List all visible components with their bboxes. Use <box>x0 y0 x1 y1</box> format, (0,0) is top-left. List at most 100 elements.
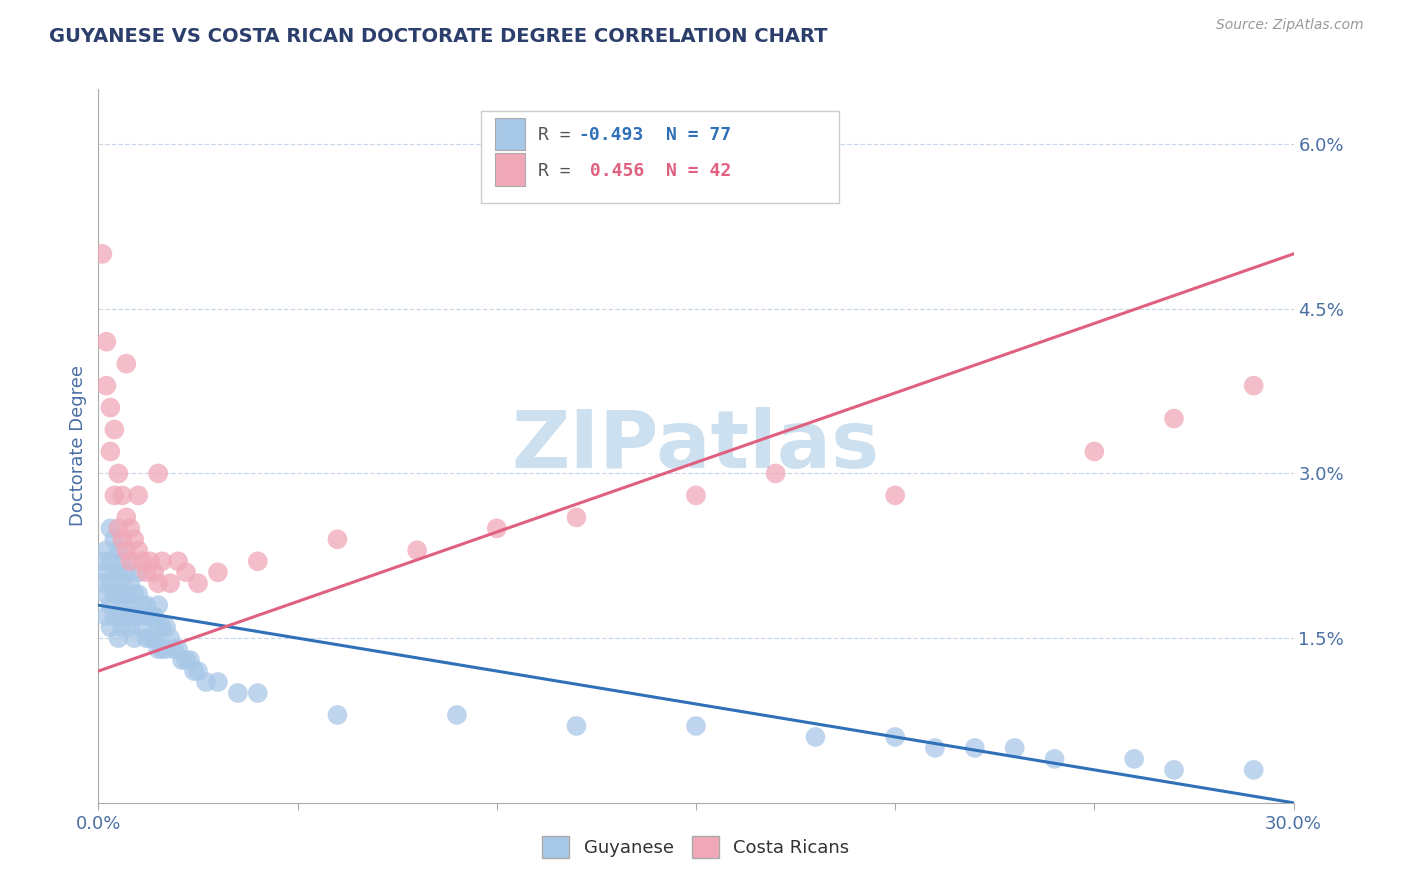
Point <box>174 653 197 667</box>
Point <box>148 642 170 657</box>
Point <box>1243 763 1265 777</box>
Point <box>120 521 142 535</box>
Point <box>183 664 205 678</box>
Point <box>924 740 946 755</box>
Point <box>96 587 118 601</box>
Point <box>111 533 134 547</box>
Point <box>1243 378 1265 392</box>
Point <box>143 609 166 624</box>
Text: 0.456: 0.456 <box>579 162 644 180</box>
Point <box>143 566 166 580</box>
Point <box>111 554 134 568</box>
Point <box>765 467 787 481</box>
Point <box>111 620 134 634</box>
Point <box>115 510 138 524</box>
Point <box>98 401 122 415</box>
Point <box>159 576 181 591</box>
Point <box>963 740 986 755</box>
Point <box>107 467 129 481</box>
Point <box>103 488 125 502</box>
Point <box>120 620 142 634</box>
Point <box>246 554 269 568</box>
Point <box>127 488 149 502</box>
Point <box>103 587 125 601</box>
Point <box>187 664 209 678</box>
Point <box>139 631 162 645</box>
Bar <box>495 153 524 186</box>
Point <box>103 423 125 437</box>
Point <box>326 708 349 723</box>
Point <box>148 467 170 481</box>
Point <box>159 631 181 645</box>
Text: -0.493: -0.493 <box>579 127 644 145</box>
Point <box>446 708 468 723</box>
Point <box>115 566 138 580</box>
Point <box>207 675 229 690</box>
Point <box>107 587 129 601</box>
Point <box>98 620 122 634</box>
Point <box>150 620 173 634</box>
Point <box>163 642 186 657</box>
Point <box>131 598 153 612</box>
Point <box>111 576 134 591</box>
Bar <box>495 118 524 150</box>
Point <box>91 247 114 261</box>
Point <box>124 533 146 547</box>
Point <box>131 620 153 634</box>
Point <box>135 598 157 612</box>
Point <box>96 609 118 624</box>
Point <box>124 609 146 624</box>
Point <box>187 576 209 591</box>
Point <box>195 675 218 690</box>
Point <box>1163 411 1185 425</box>
Point <box>131 554 153 568</box>
Point <box>1083 444 1105 458</box>
Point <box>115 543 138 558</box>
Point <box>124 587 146 601</box>
Point <box>155 620 177 634</box>
Point <box>148 598 170 612</box>
Legend: Guyanese, Costa Ricans: Guyanese, Costa Ricans <box>536 829 856 865</box>
Point <box>103 609 125 624</box>
Point <box>103 566 125 580</box>
Point <box>96 334 118 349</box>
Point <box>155 642 177 657</box>
Point <box>107 609 129 624</box>
Point <box>207 566 229 580</box>
Point <box>91 554 114 568</box>
Point <box>1004 740 1026 755</box>
Point <box>120 598 142 612</box>
Point <box>107 543 129 558</box>
Point <box>115 587 138 601</box>
Point <box>179 653 201 667</box>
Text: N = 77: N = 77 <box>666 127 731 145</box>
Point <box>167 642 190 657</box>
Y-axis label: Doctorate Degree: Doctorate Degree <box>69 366 87 526</box>
Point <box>1123 752 1146 766</box>
Text: GUYANESE VS COSTA RICAN DOCTORATE DEGREE CORRELATION CHART: GUYANESE VS COSTA RICAN DOCTORATE DEGREE… <box>49 27 828 45</box>
Point <box>127 587 149 601</box>
Point <box>98 554 122 568</box>
Point <box>107 521 129 535</box>
Point <box>485 521 508 535</box>
Point <box>91 576 114 591</box>
Point <box>127 543 149 558</box>
Point <box>103 533 125 547</box>
Point <box>884 488 907 502</box>
Point <box>143 631 166 645</box>
Point <box>120 576 142 591</box>
Text: Source: ZipAtlas.com: Source: ZipAtlas.com <box>1216 18 1364 32</box>
Point <box>96 378 118 392</box>
Point <box>107 566 129 580</box>
Point <box>565 510 588 524</box>
Point <box>127 609 149 624</box>
Point <box>127 566 149 580</box>
Text: R =: R = <box>538 127 582 145</box>
Text: R =: R = <box>538 162 582 180</box>
Point <box>148 576 170 591</box>
Point <box>96 543 118 558</box>
Point <box>115 609 138 624</box>
Point <box>98 444 122 458</box>
Point <box>124 631 146 645</box>
Point <box>685 719 707 733</box>
